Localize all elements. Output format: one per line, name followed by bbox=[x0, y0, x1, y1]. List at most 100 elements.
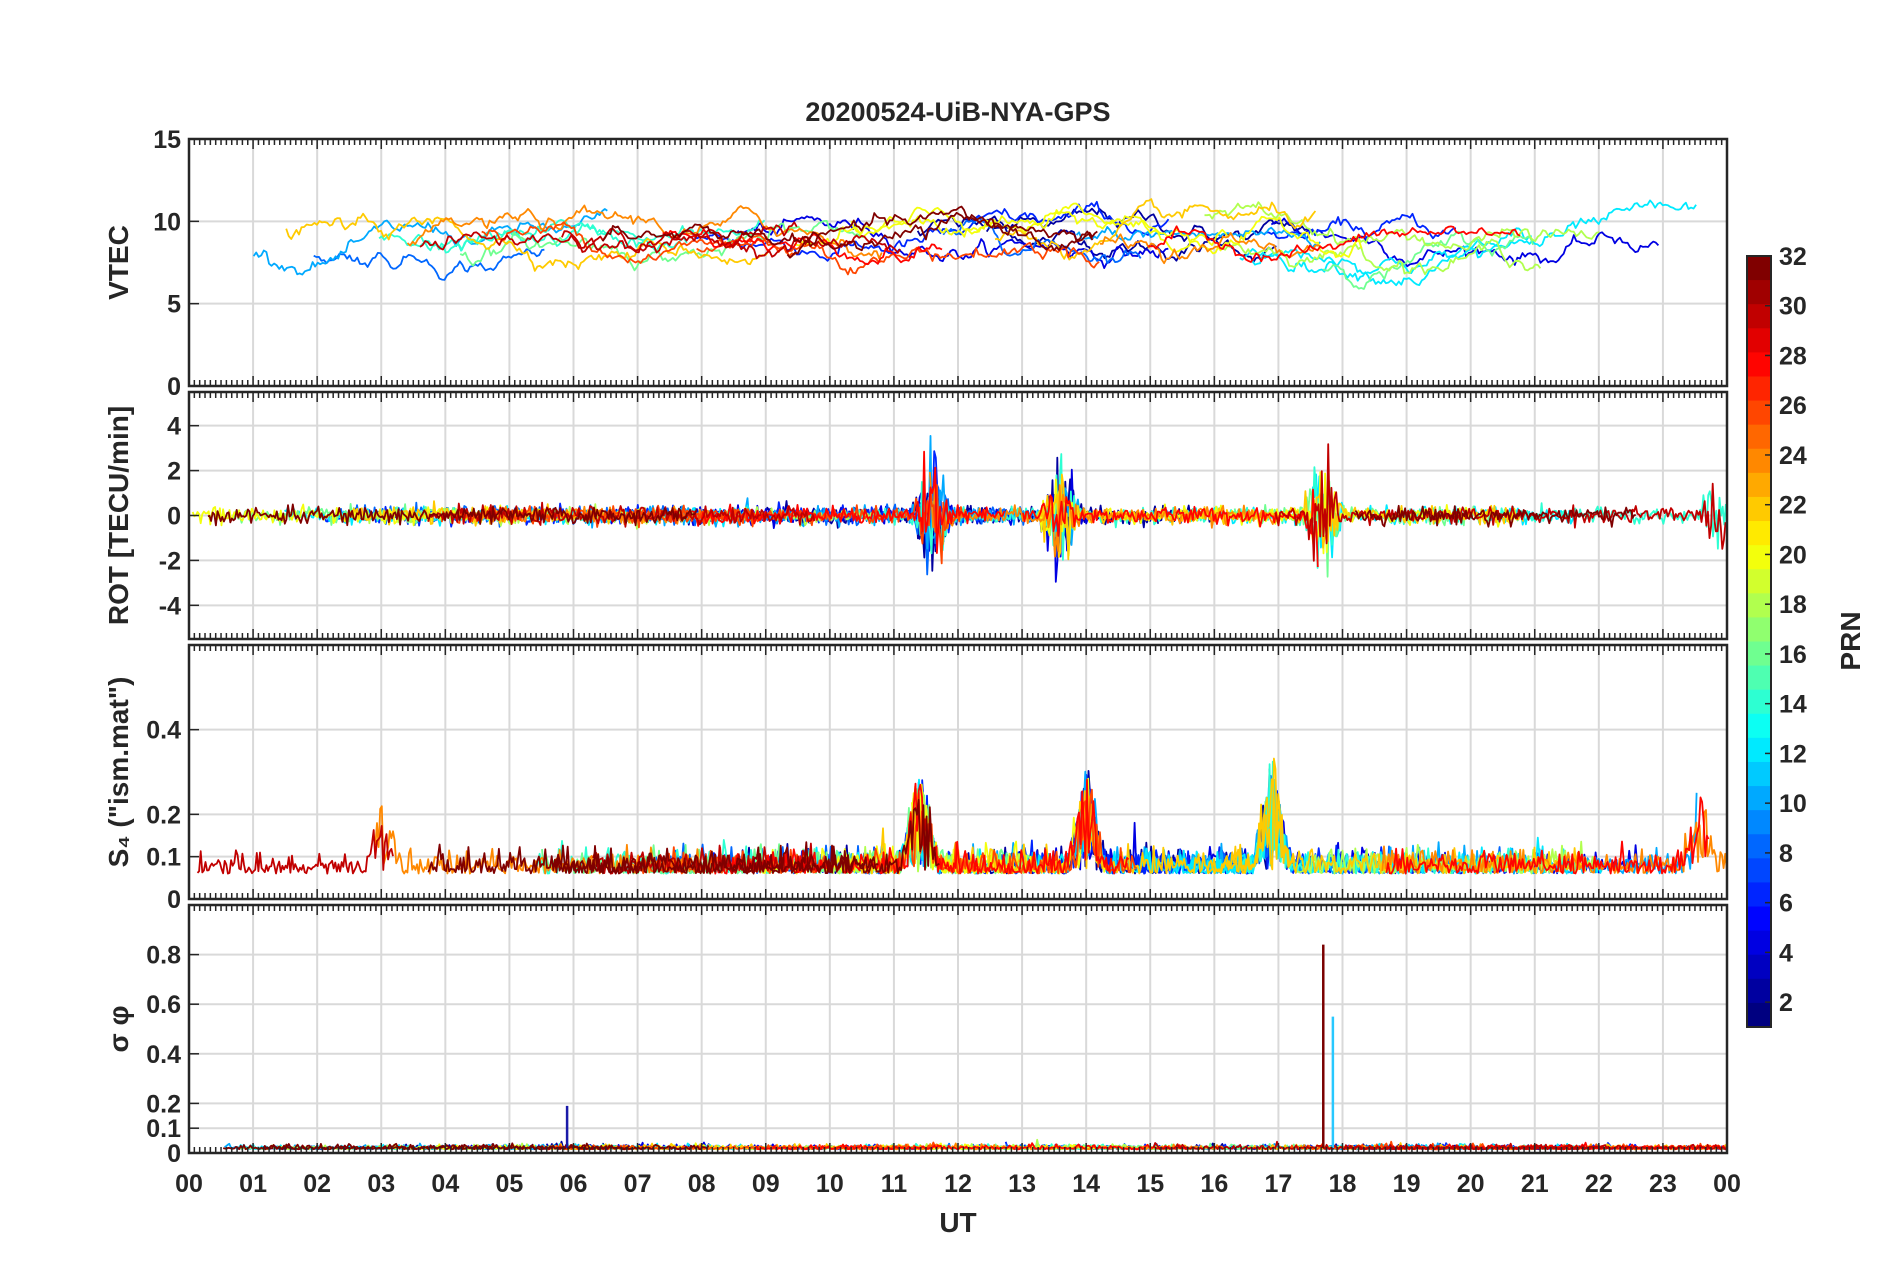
x-tick-label: 17 bbox=[1265, 1170, 1293, 1198]
colorbar-segment bbox=[1747, 834, 1771, 859]
x-tick-label: 21 bbox=[1521, 1170, 1549, 1198]
y-tick-label: 0.4 bbox=[146, 717, 181, 745]
colorbar-segment bbox=[1747, 617, 1771, 642]
panel-3: 0 0.1 0.2 0.4 S₄ ("ism.mat") bbox=[103, 643, 1729, 914]
colorbar-segment bbox=[1747, 858, 1771, 883]
trace-prn-20 bbox=[794, 202, 1229, 253]
x-axis-label: UT bbox=[939, 1207, 976, 1238]
y-tick-label: 2 bbox=[167, 458, 181, 486]
colorbar-tick-label: 30 bbox=[1779, 293, 1807, 321]
colorbar-label: PRN bbox=[1835, 611, 1866, 670]
colorbar-segment bbox=[1747, 328, 1771, 353]
trace-prn-18 bbox=[1216, 238, 1542, 276]
colorbar-tick-label: 28 bbox=[1779, 342, 1807, 370]
colorbar-segment bbox=[1747, 545, 1771, 570]
chart-title: 20200524-UiB-NYA-GPS bbox=[805, 97, 1110, 127]
trace-prn-22 bbox=[285, 212, 769, 272]
colorbar-segment bbox=[1747, 1002, 1771, 1028]
trace-prn-12 bbox=[1251, 227, 1532, 275]
colorbar-segment bbox=[1747, 352, 1771, 377]
x-tick-label: 22 bbox=[1585, 1170, 1613, 1198]
colorbar-tick-label: 8 bbox=[1779, 840, 1793, 868]
x-tick-label: 10 bbox=[816, 1170, 844, 1198]
minor-ticks bbox=[188, 139, 1728, 386]
traces bbox=[196, 757, 1728, 875]
colorbar-segment bbox=[1747, 400, 1771, 426]
grid bbox=[189, 905, 1727, 1153]
x-tick-labels: 00 01 02 03 04 05 06 07 08 09 10 11 12 13 14 15 16 17 18 19… bbox=[175, 1170, 1741, 1198]
trace-prn-18 bbox=[1204, 201, 1600, 251]
colorbar-segment bbox=[1747, 713, 1771, 739]
colorbar-tick-label: 24 bbox=[1779, 442, 1807, 470]
y-tick-label: 10 bbox=[153, 208, 181, 236]
colorbar-tick-label: 22 bbox=[1779, 492, 1807, 520]
trace-prn-28 bbox=[1148, 225, 1521, 263]
y-tick-label: 0 bbox=[167, 886, 181, 914]
y-tick-label: 5 bbox=[167, 291, 181, 319]
y-tick-label: 0 bbox=[167, 373, 181, 401]
colorbar-segment bbox=[1747, 737, 1771, 763]
x-tick-label: 00 bbox=[1713, 1170, 1741, 1198]
colorbar-tick-label: 20 bbox=[1779, 541, 1807, 569]
colorbar-tick-label: 32 bbox=[1779, 243, 1807, 271]
panel-1: 0 5 10 15 VTEC bbox=[103, 126, 1729, 401]
trace-prn-26 bbox=[696, 234, 1100, 276]
colorbar-segment bbox=[1747, 689, 1771, 715]
trace-prn-6 bbox=[690, 200, 1170, 262]
trace-prn-28 bbox=[754, 1142, 1190, 1151]
y-axis-label: S₄ ("ism.mat") bbox=[103, 677, 134, 868]
colorbar-frame bbox=[1746, 255, 1772, 1028]
x-tick-label: 15 bbox=[1136, 1170, 1164, 1198]
y-axis-label: VTEC bbox=[103, 225, 134, 300]
panel-4: 00.10.2 0.4 0.6 0.8 σ φ bbox=[103, 903, 1729, 1168]
y-tick-label: -4 bbox=[159, 592, 181, 620]
y-tick-label: 0 bbox=[167, 503, 181, 531]
trace-prn-32 bbox=[552, 841, 879, 875]
panel-2: -4 -2 0 2 4 ROT [TECU/min] bbox=[103, 390, 1729, 641]
x-tick-label: 07 bbox=[624, 1170, 652, 1198]
y-tick-label: 0.2 bbox=[146, 1090, 181, 1118]
grid bbox=[189, 139, 1727, 386]
trace-prn-32 bbox=[1354, 504, 1636, 528]
x-tick-label: 04 bbox=[431, 1170, 459, 1198]
y-tick-label: 15 bbox=[153, 126, 181, 154]
trace-prn-24 bbox=[406, 204, 883, 260]
sigma-spikes bbox=[565, 944, 1335, 1149]
colorbar-tick-label: 16 bbox=[1779, 641, 1807, 669]
colorbar-segment bbox=[1747, 810, 1771, 835]
colorbar-segment bbox=[1747, 665, 1771, 691]
colorbar-segment bbox=[1747, 424, 1771, 450]
colorbar-segment bbox=[1747, 280, 1771, 305]
x-tick-label: 12 bbox=[944, 1170, 972, 1198]
minor-ticks bbox=[188, 645, 1728, 899]
x-tick-label: 11 bbox=[881, 1170, 908, 1198]
x-tick-label: 13 bbox=[1008, 1170, 1036, 1198]
colorbar-tick-label: 6 bbox=[1779, 890, 1793, 918]
trace-prn-16 bbox=[1322, 230, 1534, 290]
trace-prn-4 bbox=[1270, 217, 1660, 268]
x-tick-label: 03 bbox=[367, 1170, 395, 1198]
colorbar-segment bbox=[1747, 954, 1771, 980]
trace-prn-20 bbox=[911, 777, 1109, 875]
x-tick-label: 01 bbox=[239, 1170, 267, 1198]
colorbar-tick-label: 4 bbox=[1779, 939, 1793, 967]
colorbar-segment bbox=[1747, 496, 1771, 522]
colorbar-segment bbox=[1747, 304, 1771, 329]
trace-prn-10 bbox=[1075, 225, 1321, 249]
colorbar-segment bbox=[1747, 786, 1771, 811]
x-tick-label: 14 bbox=[1072, 1170, 1100, 1198]
colorbar-segment bbox=[1747, 978, 1771, 1004]
trace-prn-30 bbox=[196, 825, 394, 875]
colorbar-segment bbox=[1747, 569, 1771, 594]
colorbar-segment bbox=[1747, 256, 1771, 281]
trace-prn-30 bbox=[419, 221, 798, 252]
colorbar-segment bbox=[1747, 761, 1771, 787]
trace-prn-28 bbox=[1385, 796, 1710, 875]
colorbar-tick-label: 18 bbox=[1779, 591, 1807, 619]
trace-prn-32 bbox=[601, 205, 1098, 248]
traces bbox=[191, 434, 1727, 583]
y-tick-label: 0.1 bbox=[146, 844, 181, 872]
